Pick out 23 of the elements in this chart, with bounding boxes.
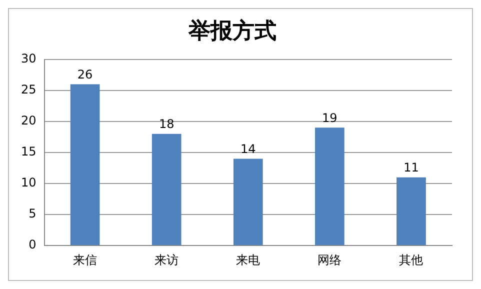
bar [233, 158, 263, 246]
y-tick-label: 15 [20, 144, 36, 159]
data-label: 19 [322, 110, 338, 125]
bar [315, 128, 344, 246]
bar [396, 177, 426, 246]
bar [152, 134, 182, 246]
data-label: 11 [404, 160, 419, 174]
bar [70, 84, 100, 246]
y-tick-label: 20 [20, 114, 36, 128]
y-tick-label: 0 [28, 238, 36, 252]
x-tick-label: 其他 [399, 252, 424, 267]
y-tick-label: 5 [28, 206, 36, 221]
y-tick-label: 25 [20, 82, 36, 97]
x-tick-label: 来信 [73, 252, 98, 267]
data-label: 18 [158, 117, 174, 132]
chart-title: 举报方式 [188, 18, 276, 44]
data-label: 26 [77, 67, 93, 82]
x-tick-label: 网络 [318, 252, 342, 267]
x-tick-label: 来访 [154, 252, 179, 267]
x-tick-label: 来电 [236, 252, 260, 267]
y-tick-label: 10 [20, 176, 36, 190]
y-tick-label: 30 [20, 52, 36, 66]
data-label: 14 [240, 142, 256, 156]
